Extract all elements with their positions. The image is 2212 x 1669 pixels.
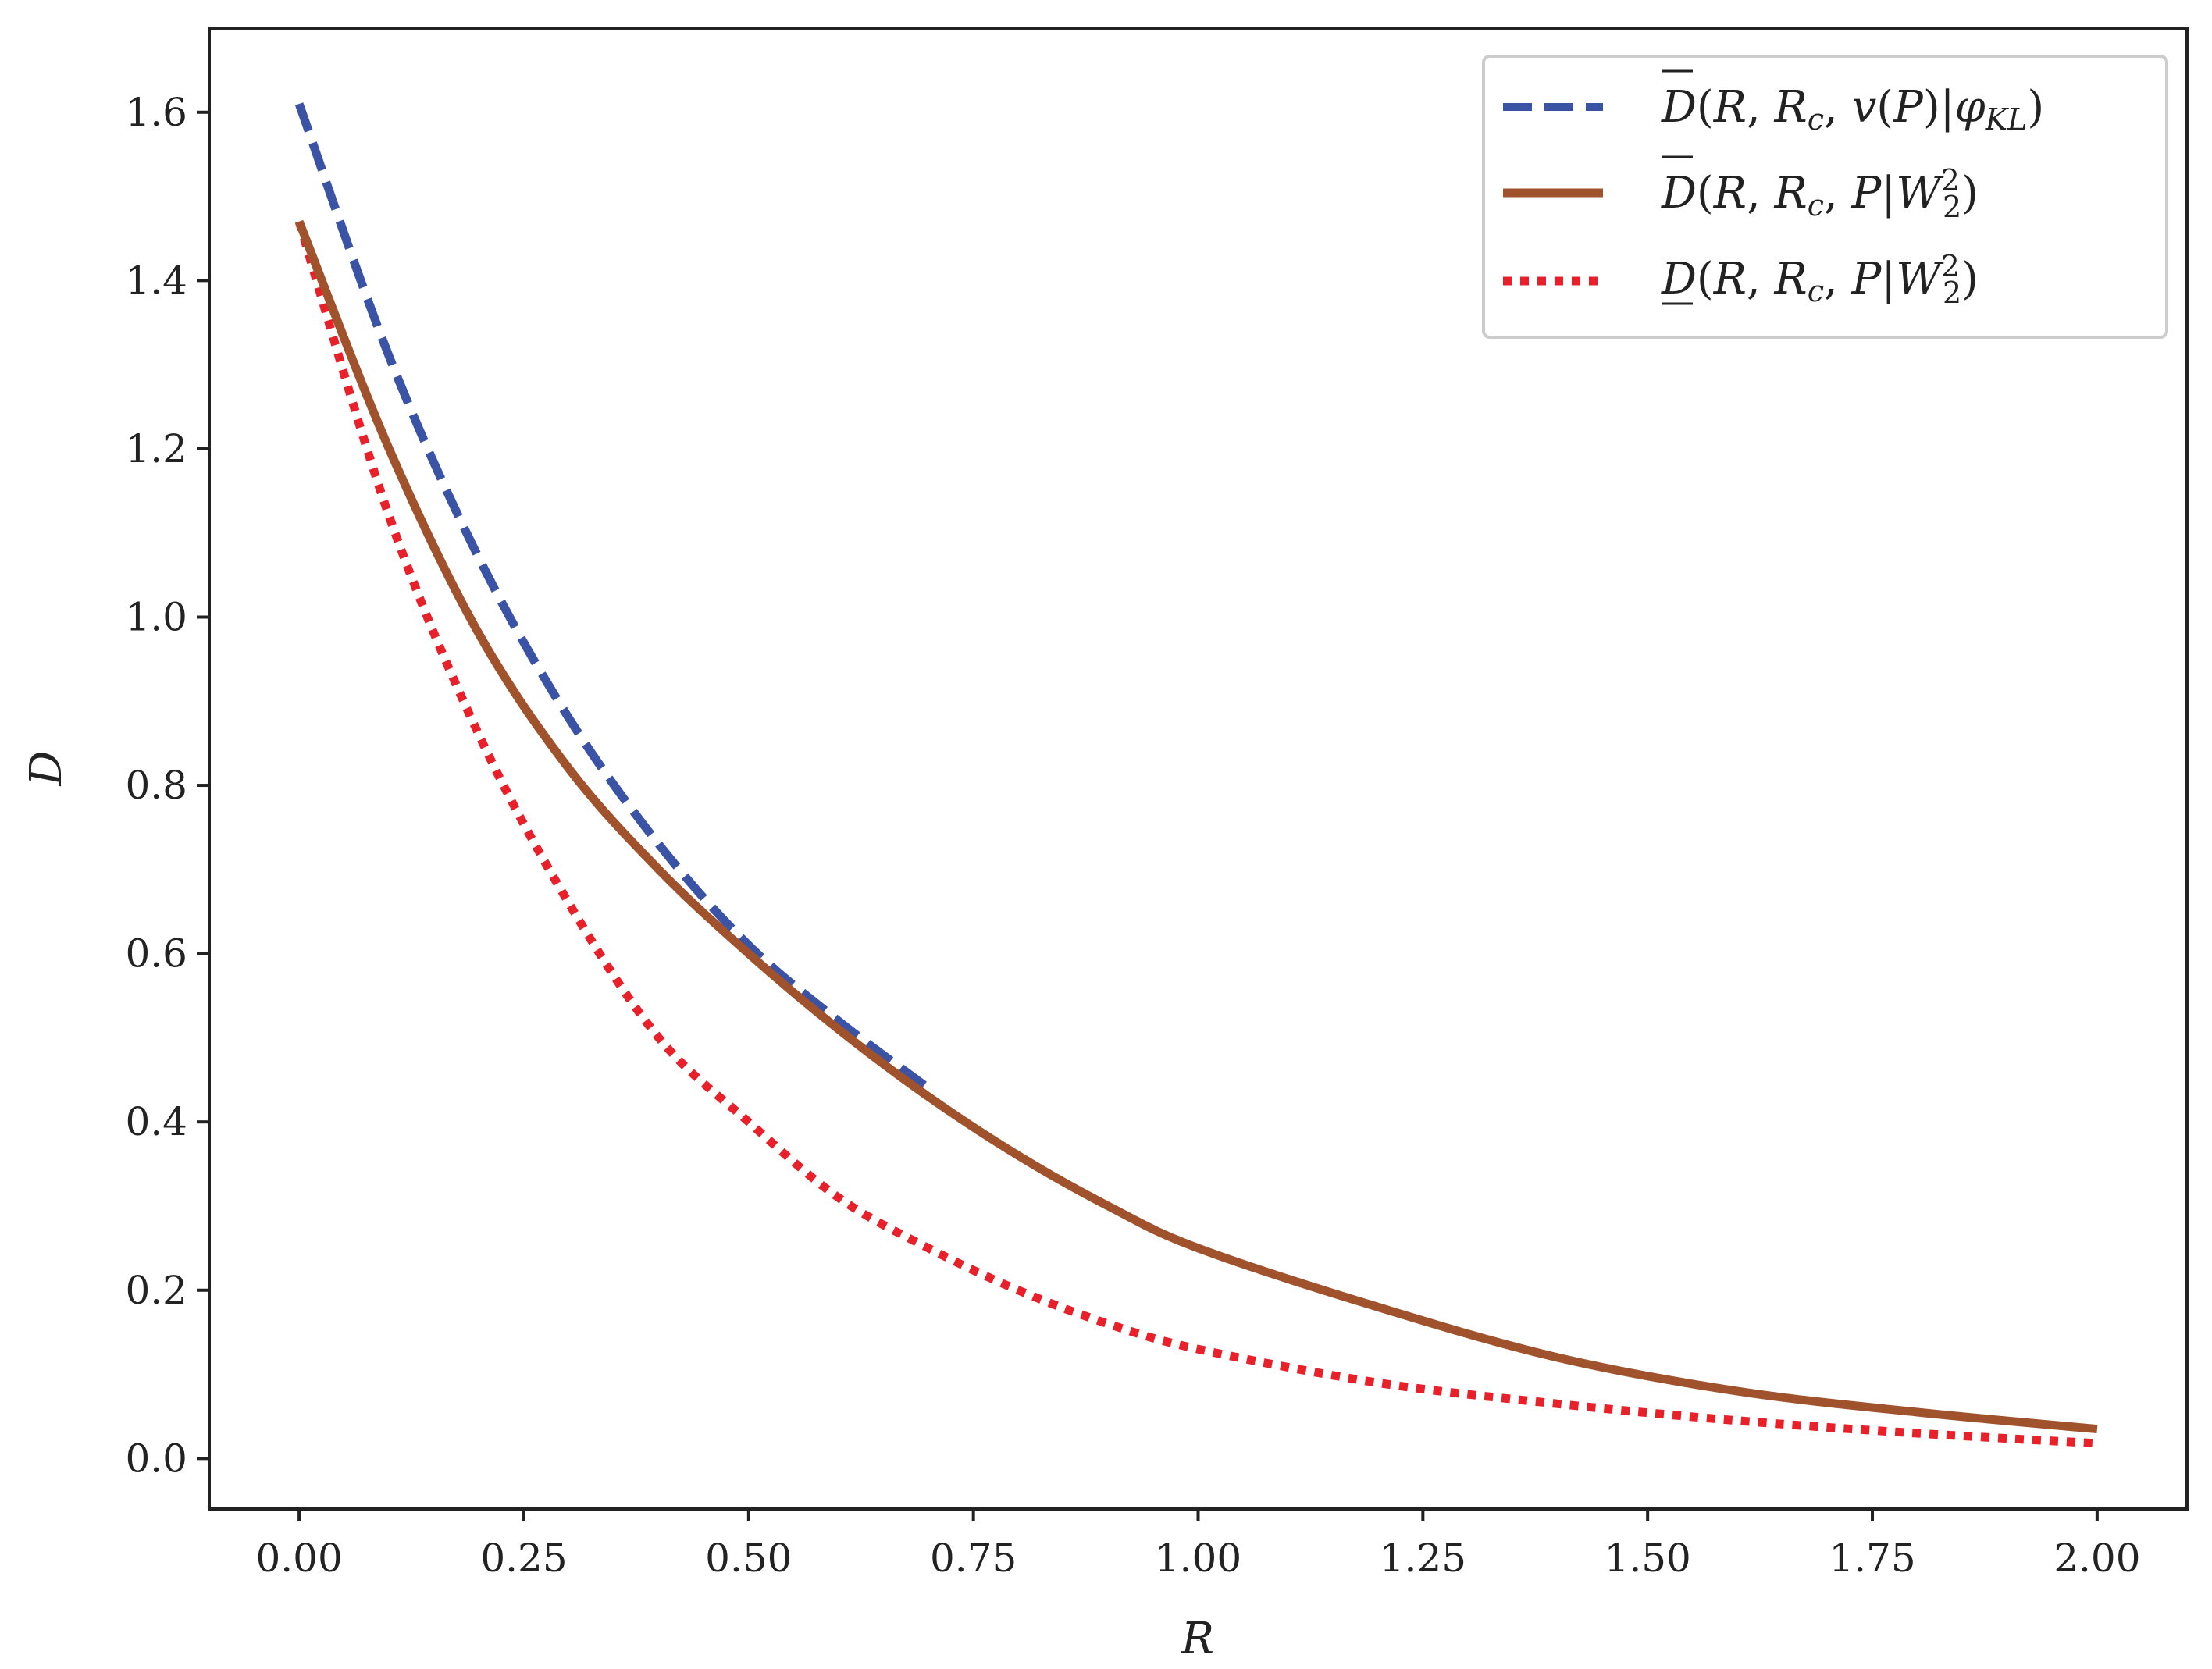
y-tick-label: 0.2 bbox=[125, 1268, 187, 1313]
x-tick-label: 0.50 bbox=[705, 1536, 792, 1581]
x-tick-label: 0.75 bbox=[930, 1536, 1017, 1581]
legend-item-kl: D(R, Rc, v(P)|φKL) bbox=[1661, 69, 2044, 137]
y-tick-label: 0.6 bbox=[125, 931, 187, 977]
series-line-dashed bbox=[294, 102, 931, 1092]
x-tick-label: 1.50 bbox=[1605, 1536, 1691, 1581]
y-tick-label: 0.8 bbox=[125, 763, 187, 808]
y-tick-label: 0.4 bbox=[125, 1099, 187, 1144]
series-line-solid bbox=[294, 219, 2098, 1434]
y-tick-label: 0.0 bbox=[125, 1436, 187, 1481]
x-tick-label: 0.25 bbox=[480, 1536, 567, 1581]
y-tick-label: 1.0 bbox=[125, 594, 187, 639]
x-axis-ticks: 0.00 0.25 0.50 0.75 1.00 1.25 1.50 1.75 2.00 bbox=[255, 1509, 2141, 1581]
y-tick-label: 1.2 bbox=[125, 426, 187, 472]
y-tick-label: 1.6 bbox=[125, 90, 187, 135]
x-tick-label: 1.75 bbox=[1829, 1536, 1915, 1581]
series-layer bbox=[294, 102, 2098, 1448]
legend-label-w2-lower: D(R, Rc, P|W2 2) bbox=[1661, 249, 1979, 310]
x-tick-label: 1.00 bbox=[1155, 1536, 1241, 1581]
legend-item-w2-upper: D(R, Rc, P|W2 2) bbox=[1661, 155, 1979, 224]
legend-label-w2-upper: D(R, Rc, P|W2 2) bbox=[1661, 163, 1979, 224]
plot-area: 0.00 0.25 0.50 0.75 1.00 1.25 1.50 1.75 2.00 0.0… bbox=[125, 27, 2189, 1581]
legend-item-w2-lower: D(R, Rc, P|W2 2) bbox=[1661, 249, 1979, 310]
x-tick-label: 2.00 bbox=[2053, 1536, 2140, 1581]
x-tick-label: 1.25 bbox=[1380, 1536, 1466, 1581]
x-axis-label: R bbox=[1181, 1614, 1214, 1664]
series-line-dotted bbox=[294, 220, 2098, 1448]
x-tick-label: 0.00 bbox=[255, 1536, 342, 1581]
y-axis-label: D bbox=[21, 751, 72, 787]
legend-label-kl: D(R, Rc, v(P)|φKL) bbox=[1661, 82, 2044, 137]
legend-frame bbox=[1482, 55, 2168, 339]
y-tick-label: 1.4 bbox=[125, 258, 187, 303]
legend: D(R, Rc, v(P)|φKL) D(R, Rc, P|W2 2) D(R, … bbox=[1482, 55, 2168, 339]
y-axis-ticks: 0.0 0.2 0.4 0.6 0.8 1.0 1.2 1.4 1.6 bbox=[125, 90, 209, 1481]
